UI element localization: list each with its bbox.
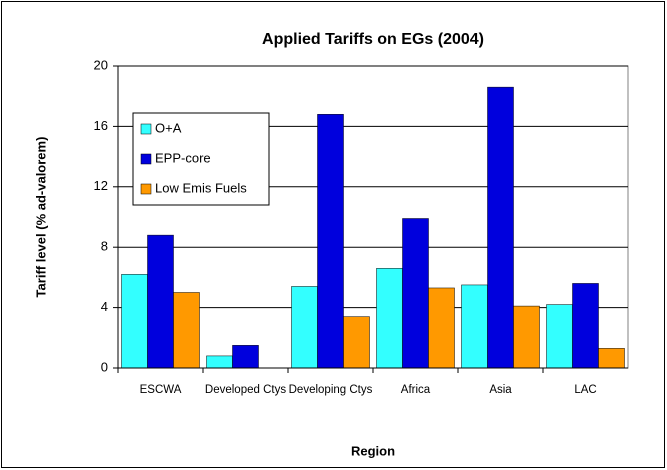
chart-title: Applied Tariffs on EGs (2004) xyxy=(262,31,484,48)
x-tick-label: ESCWA xyxy=(140,384,182,396)
y-axis-title: Tariff level (% ad-valorem) xyxy=(33,137,48,298)
legend-label: EPP-core xyxy=(155,150,211,165)
bar xyxy=(461,284,488,369)
y-tick-label: 16 xyxy=(94,118,108,133)
x-tick-label: Developed Ctys xyxy=(205,384,286,396)
bar xyxy=(343,316,370,369)
bar xyxy=(513,305,540,369)
x-tick-label: LAC xyxy=(574,384,596,396)
bar xyxy=(572,283,599,369)
legend-label: O+A xyxy=(155,120,182,135)
bar xyxy=(376,268,403,369)
x-tick-label: Asia xyxy=(489,384,512,396)
x-tick-label: Africa xyxy=(401,384,431,396)
y-tick-label: 8 xyxy=(101,239,108,254)
legend-swatch xyxy=(140,183,152,195)
bar xyxy=(487,86,514,369)
bar xyxy=(317,114,344,369)
bar xyxy=(428,287,455,369)
bar xyxy=(173,292,200,369)
bar xyxy=(206,355,233,369)
y-tick-label: 4 xyxy=(101,299,108,314)
legend-swatch xyxy=(140,123,152,135)
bar xyxy=(121,274,148,369)
bar xyxy=(232,345,259,369)
legend-label: Low Emis Fuels xyxy=(155,180,247,195)
legend-swatch xyxy=(140,153,152,165)
bar xyxy=(402,218,429,369)
y-tick-label: 0 xyxy=(101,359,108,374)
x-tick-label: Developing Ctys xyxy=(289,384,373,396)
bar xyxy=(147,234,174,369)
y-tick-label: 20 xyxy=(94,57,108,72)
bar xyxy=(546,304,573,369)
bar xyxy=(291,286,318,369)
bar xyxy=(598,348,625,369)
x-axis-title: Region xyxy=(351,443,395,458)
legend xyxy=(132,112,270,206)
y-tick-label: 12 xyxy=(94,178,108,193)
